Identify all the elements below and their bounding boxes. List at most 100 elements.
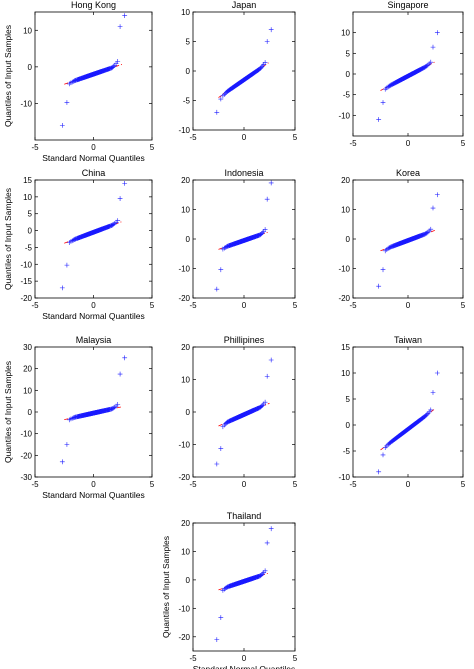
y-tick-label: -20 [338,294,350,303]
qq-point [214,637,220,643]
qq-point [218,267,224,273]
qq-point [264,39,270,44]
x-tick-label: 0 [91,143,96,152]
x-tick-label: -5 [189,301,197,310]
plot-title: Korea [396,168,420,178]
plot-title: Taiwan [394,335,422,345]
y-tick-label: 0 [186,67,191,76]
subplot-malaysia: Malaysia -5 0 5 30 20 10 0 -10 -20 -30 Standard Nor… [3,335,155,500]
x-tick-label: 0 [91,480,96,489]
qq-point [64,442,70,447]
y-tick-label: 10 [23,386,32,395]
subplot-indonesia: Indonesia -5 0 5 20 10 0 -10 -20 [178,168,297,310]
plot-title: Malaysia [76,335,112,345]
qq-point [425,229,431,235]
qq-point [268,180,274,186]
y-tick-label: -5 [343,447,351,456]
y-tick-label: 15 [341,343,350,352]
qq-point [380,267,386,273]
y-tick-label: 0 [346,235,351,244]
qq-point [260,571,265,577]
y-tick-label: -20 [178,633,190,642]
qq-point [424,230,430,236]
qq-point [268,357,274,363]
x-tick-label: 0 [242,480,247,489]
x-tick-label: 0 [91,301,96,310]
x-tick-label: 5 [461,480,466,489]
qq-point [64,100,70,105]
y-tick-label: -10 [178,604,190,613]
qq-point [376,283,382,289]
x-tick-label: 0 [406,480,411,489]
x-tick-label: -5 [31,480,39,489]
subplot-singapore: Singapore -5 0 5 10 5 0 -5 -10 [338,0,465,148]
qq-point [262,399,268,405]
qq-point [117,24,123,30]
y-tick-label: 10 [181,8,190,17]
qq-point [425,62,431,68]
x-tick-label: 5 [461,139,466,148]
qq-point [430,44,436,50]
qq-point [434,30,440,36]
qq-point [259,231,264,237]
qq-point [115,218,121,224]
qq-point [262,60,268,65]
y-tick-label: 20 [181,176,190,185]
qq-point [434,192,440,198]
x-tick-label: 0 [406,301,411,310]
plot-title: China [82,168,106,178]
qq-point [260,402,265,408]
plot-title: Phillipines [224,335,265,345]
y-tick-label: -10 [338,473,350,482]
qq-point [420,65,426,71]
y-tick-label: -10 [178,126,190,135]
plot-title: Singapore [387,0,428,10]
qq-point [221,245,227,251]
y-tick-label: 10 [181,206,190,215]
y-tick-label: -5 [183,97,191,106]
y-tick-label: 10 [341,206,350,215]
y-tick-label: 10 [23,26,32,35]
subplot-hong-kong: Hong Kong -5 0 5 10 0 -10 Standard Normal Quant… [3,0,155,163]
y-tick-label: 10 [23,193,32,202]
qq-point [380,452,386,458]
y-tick-label: 0 [346,421,351,430]
qq-point [424,63,430,69]
plot-title: Indonesia [224,168,263,178]
plot-title: Thailand [227,511,262,521]
plot-frame [192,522,296,652]
plot-frame [34,179,153,299]
x-tick-label: -5 [349,139,357,148]
x-tick-label: -5 [189,480,197,489]
x-tick-label: -5 [189,654,197,663]
qq-point [262,227,268,232]
qq-point [264,540,270,546]
y-tick-label: -10 [178,265,190,274]
y-tick-label: -20 [178,473,190,482]
qq-point [59,122,65,128]
x-tick-label: 0 [242,654,247,663]
y-tick-label: -5 [343,91,351,100]
y-tick-label: 20 [341,176,350,185]
x-tick-label: 5 [293,480,298,489]
qq-point [259,64,264,70]
y-tick-label: 20 [181,519,190,528]
y-tick-label: -10 [178,441,190,450]
qq-point [117,196,123,201]
qq-point [115,58,121,64]
y-tick-label: 15 [23,176,32,185]
y-tick-label: -20 [20,451,32,460]
qq-point [384,443,390,449]
plot-title: Hong Kong [71,0,116,10]
qq-point [262,568,268,574]
qq-point [428,59,434,65]
subplot-phillipines: Phillipines -5 0 5 20 10 0 -10 -20 [178,335,297,489]
qq-point [218,615,224,620]
plot-frame [352,346,464,478]
x-tick-label: -5 [31,143,39,152]
qq-point [115,401,121,407]
qq-point [268,27,274,33]
plot-frame [192,11,296,131]
